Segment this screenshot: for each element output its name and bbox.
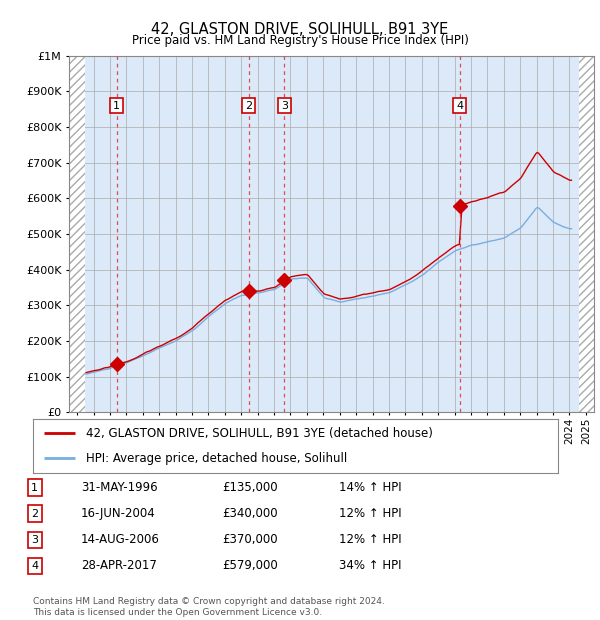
Text: 16-JUN-2004: 16-JUN-2004 bbox=[81, 507, 156, 520]
Text: 42, GLASTON DRIVE, SOLIHULL, B91 3YE (detached house): 42, GLASTON DRIVE, SOLIHULL, B91 3YE (de… bbox=[86, 427, 433, 440]
Text: 1: 1 bbox=[31, 483, 38, 493]
Text: 31-MAY-1996: 31-MAY-1996 bbox=[81, 481, 158, 494]
Bar bbox=[579, 56, 594, 412]
Text: 12% ↑ HPI: 12% ↑ HPI bbox=[339, 507, 401, 520]
Text: Price paid vs. HM Land Registry's House Price Index (HPI): Price paid vs. HM Land Registry's House … bbox=[131, 34, 469, 47]
Text: 4: 4 bbox=[456, 100, 463, 111]
Text: £370,000: £370,000 bbox=[222, 533, 278, 546]
Text: £340,000: £340,000 bbox=[222, 507, 278, 520]
Text: £579,000: £579,000 bbox=[222, 559, 278, 572]
Text: 14-AUG-2006: 14-AUG-2006 bbox=[81, 533, 160, 546]
Text: 28-APR-2017: 28-APR-2017 bbox=[81, 559, 157, 572]
Text: 2: 2 bbox=[245, 100, 253, 111]
Bar bbox=[69, 56, 85, 412]
Text: 1: 1 bbox=[113, 100, 120, 111]
Text: 34% ↑ HPI: 34% ↑ HPI bbox=[339, 559, 401, 572]
Text: 3: 3 bbox=[31, 535, 38, 545]
Text: 4: 4 bbox=[31, 561, 38, 571]
Text: 42, GLASTON DRIVE, SOLIHULL, B91 3YE: 42, GLASTON DRIVE, SOLIHULL, B91 3YE bbox=[151, 22, 449, 37]
Text: HPI: Average price, detached house, Solihull: HPI: Average price, detached house, Soli… bbox=[86, 452, 347, 465]
Text: 3: 3 bbox=[281, 100, 288, 111]
Text: 12% ↑ HPI: 12% ↑ HPI bbox=[339, 533, 401, 546]
Text: Contains HM Land Registry data © Crown copyright and database right 2024.
This d: Contains HM Land Registry data © Crown c… bbox=[33, 598, 385, 617]
Text: £135,000: £135,000 bbox=[222, 481, 278, 494]
Text: 2: 2 bbox=[31, 509, 38, 519]
Text: 14% ↑ HPI: 14% ↑ HPI bbox=[339, 481, 401, 494]
